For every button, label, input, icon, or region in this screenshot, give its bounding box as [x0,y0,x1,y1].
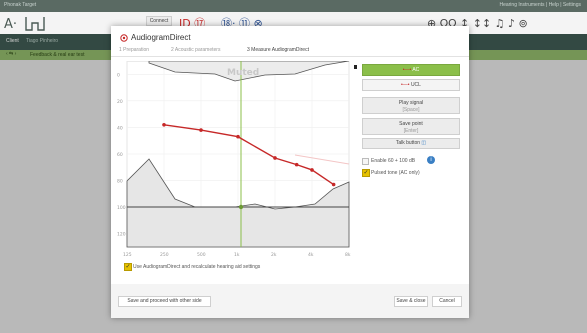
client-label: Client [6,38,19,44]
x-tick-label: 125 [123,252,132,258]
talk-button-label: Talk button [395,140,421,146]
x-tick-label: 250 [160,252,169,258]
x-tick-label: 4k [308,252,314,258]
watermark-muted: Muted [227,68,259,78]
save-point-button[interactable]: Save point [Enter] [362,118,460,135]
divider [111,56,469,57]
cancel-button[interactable]: Cancel [432,296,462,307]
dialog-title: AudiogramDirect [131,33,191,42]
app-logo-icon: A· [4,17,45,32]
info-icon[interactable]: i [427,156,435,164]
x-tick-label: 8k [345,252,351,258]
audiogram-chart[interactable]: Muted 0 20 40 60 80 100 120 125 250 500 1k 2k 4k 8k [115,61,353,261]
ac-data-point [294,162,299,167]
enable-checkbox[interactable] [362,158,369,165]
tab-measure[interactable]: 3 Measure AudiogramDirect [247,47,309,53]
talk-icon: ◫ [421,140,427,146]
y-tick-label: 100 [117,205,126,211]
x-tick-label: 2k [271,252,277,258]
pulsed-tone-checkbox[interactable]: ✓ [362,169,370,177]
tab-acoustic-parameters[interactable]: 2 Acoustic parameters [171,47,221,53]
save-point-label: Save point [399,121,423,127]
talk-button[interactable]: Talk button ◫ [362,138,460,149]
lower-region [126,158,350,248]
app-title: Phonak Target [4,2,37,8]
ac-series [162,122,336,187]
y-tick-label: 80 [117,179,123,185]
y-tick-label: 120 [117,232,126,238]
window-title-bar: Phonak Target Hearing Instruments | Help… [0,0,587,12]
nav-arrows[interactable]: ‹ ⇆ › [6,51,17,57]
use-audiogram-checkbox[interactable]: ✓ [124,263,132,271]
tab-preparation[interactable]: 1 Preparation [119,47,150,53]
cursor-marker [238,204,244,210]
connect-button[interactable]: Connect [146,16,172,26]
notice-text: Feedback & real ear test [30,52,85,58]
play-signal-button[interactable]: Play signal [Space] [362,97,460,114]
ac-button[interactable]: •—• AC [362,64,460,76]
x-axis-ticks: 125 250 500 1k 2k 4k 8k [123,252,351,258]
ac-data-point [236,134,240,139]
play-signal-shortcut: [Space] [402,107,420,113]
x-tick-label: 1k [234,252,240,258]
scroll-marker [354,65,357,69]
ucl-button[interactable]: •—• UCL [362,79,460,91]
pulsed-tone-label: Pulsed tone (AC only) [371,170,420,176]
upper-region [148,61,350,82]
y-tick-label: 40 [117,125,123,131]
svg-text:A·: A· [4,17,17,32]
ac-label: AC [412,67,420,73]
save-other-side-button[interactable]: Save and proceed with other side [118,296,211,307]
ucl-label: UCL [410,82,421,88]
y-tick-label: 60 [117,152,123,158]
play-signal-label: Play signal [398,100,424,106]
ac-data-point [273,156,277,160]
top-right-menu[interactable]: Hearing Instruments | Help | Settings [499,2,581,8]
save-point-shortcut: [Enter] [403,128,419,134]
x-tick-label: 500 [197,252,206,258]
ac-data-point [162,122,166,127]
y-axis-ticks: 0 20 40 60 80 100 120 [117,72,126,237]
ac-data-point [331,182,336,187]
y-tick-label: 20 [117,99,123,105]
dialog-app-icon [120,34,128,42]
step-tabs: 1 Preparation 2 Acoustic parameters 3 Me… [119,46,461,55]
ac-data-point [310,168,314,172]
enable-label: Enable 60 + 100 dB [371,158,416,164]
save-close-button[interactable]: Save & close [394,296,428,307]
use-audiogram-label: Use AudiogramDirect and recalculate hear… [133,264,261,270]
ucl-line [294,154,350,165]
client-name: Tiago Pinheiro [26,38,59,44]
ac-data-point [199,128,203,132]
audiogram-direct-dialog: AudiogramDirect 1 Preparation 2 Acoustic… [111,26,469,318]
y-tick-label: 0 [117,72,120,78]
